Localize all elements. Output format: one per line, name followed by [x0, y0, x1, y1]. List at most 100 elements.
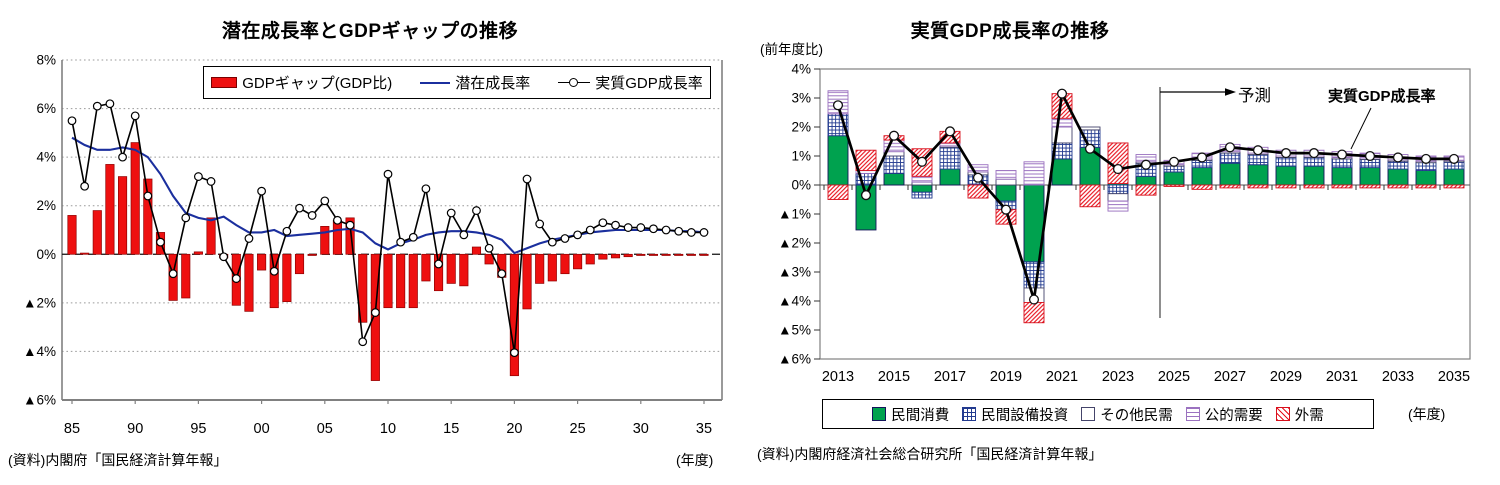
real-gdp-total-marker [1224, 142, 1236, 153]
gdp-gap-bar [408, 253, 418, 309]
real-gdp-marker [333, 215, 342, 225]
gdp-gap-bar [383, 253, 393, 309]
real-gdp-total-marker [1056, 88, 1068, 99]
gdp-gap-bar [67, 215, 77, 255]
gdp-gap-bar [623, 253, 633, 258]
left-chart-title: 潜在成長率とGDPギャップの推移 [221, 21, 519, 42]
real-gdp-total-marker [1028, 294, 1040, 305]
stack-segment [1107, 193, 1129, 202]
left-x-tick-label: 30 [633, 421, 649, 437]
stack-segment [1275, 184, 1297, 189]
stack-segment [1443, 168, 1465, 186]
real-gdp-marker [143, 191, 153, 201]
real-gdp-marker [611, 220, 620, 230]
stack-segment [1163, 184, 1185, 187]
real-gdp-marker [522, 174, 532, 184]
real-gdp-marker [446, 208, 456, 218]
real-gdp-total-marker [1084, 143, 1096, 154]
left-y-tick-label: 6% [36, 101, 56, 116]
real-gdp-line-annotation-label: 実質GDP成長率 [1328, 88, 1436, 105]
left-chart-unit-label: (年度) [676, 452, 714, 468]
gdp-gap-bar [648, 253, 658, 256]
gdp-gap-bar [257, 253, 267, 271]
real-gdp-marker [408, 232, 418, 242]
real-gdp-marker [257, 186, 267, 196]
real-gdp-marker [67, 116, 77, 126]
stack-segment [1331, 184, 1353, 189]
legend-item-external: 外需 [1275, 404, 1324, 425]
stack-segment [1023, 161, 1045, 186]
left-x-tick-label: 95 [190, 421, 206, 437]
real-gdp-marker [383, 169, 393, 179]
gdp-gap-bar [522, 253, 532, 310]
forecast-annotation-label: 予測 [1238, 87, 1271, 105]
stack-segment [827, 135, 849, 186]
real-gdp-marker [244, 234, 254, 243]
real-gdp-total-marker [1364, 150, 1376, 162]
gdp-gap-bar [320, 226, 330, 255]
stack-segment [1275, 156, 1297, 167]
real-gdp-total-marker [916, 156, 928, 167]
gdp-gap-bar [206, 217, 216, 255]
legend-item-other-private: その他民需 [1081, 404, 1173, 425]
right-x-tick-label: 2019 [990, 369, 1022, 385]
right-x-tick-label: 2021 [1046, 369, 1078, 385]
right-axis-note: (前年度比) [760, 42, 823, 57]
real-gdp-total-marker [860, 190, 872, 201]
stack-segment [967, 184, 989, 199]
real-gdp-marker [105, 99, 115, 109]
gdp-gap-bar [269, 253, 279, 309]
gdp-gap-bar-swatch-icon [211, 77, 238, 88]
gdp-gap-bar [560, 253, 570, 275]
stack-segment [1443, 184, 1465, 189]
real-gdp-marker [206, 177, 216, 186]
stack-segment [1107, 200, 1129, 212]
real-gdp-total-marker [1336, 149, 1348, 160]
left-x-tick-label: 15 [443, 421, 459, 437]
left-x-tick-label: 35 [696, 421, 712, 437]
real-gdp-marker [434, 259, 443, 269]
consumption-swatch-icon [872, 407, 887, 421]
real-gdp-marker [92, 101, 102, 111]
left-chart-plot: 8% 6% 4% 2% 0% ▲2% ▲4% ▲6% 85 90 95 00 05 10 15 20 25 30 3… [23, 53, 723, 437]
stack-segment [855, 149, 877, 171]
gdp-gap-bar [282, 253, 292, 302]
stack-segment [1275, 165, 1297, 186]
real-gdp-total-marker [832, 100, 844, 111]
stack-segment [1163, 171, 1185, 186]
gdp-gap-bar [484, 253, 494, 265]
right-x-tick-label: 2033 [1382, 369, 1414, 385]
stack-segment [911, 175, 933, 183]
real-gdp-marker [282, 226, 292, 236]
gdp-gap-bar [370, 253, 380, 381]
right-y-tick-label: 4% [791, 62, 811, 77]
gdp-gap-bar [143, 178, 153, 255]
real-gdp-total-marker [1252, 145, 1264, 156]
potential-line-swatch-icon [420, 81, 451, 84]
real-gdp-total-marker [1420, 153, 1432, 164]
gdp-gap-bar [573, 253, 583, 270]
real-gdp-marker [320, 196, 330, 206]
gdp-gap-bar [92, 210, 102, 255]
stack-segment [883, 155, 905, 174]
real-gdp-total-marker [1308, 148, 1320, 159]
stack-segment [1359, 184, 1381, 189]
stack-segment [967, 164, 989, 173]
gdp-gap-bar [434, 253, 444, 292]
real-gdp-marker [636, 223, 646, 232]
other-private-swatch-icon [1081, 407, 1096, 421]
stack-segment [1387, 168, 1409, 186]
gdp-gap-bar [307, 253, 317, 256]
real-gdp-marker [396, 237, 406, 247]
real-gdp-marker [193, 172, 203, 181]
right-y-tick-label: ▲3% [778, 265, 811, 280]
left-x-tick-label: 05 [317, 421, 333, 437]
right-chart-source: (資料)内閣府経済社会総合研究所「国民経済計算年報」 [757, 446, 1103, 462]
stack-segment [1051, 117, 1073, 128]
stack-segment [1135, 184, 1157, 196]
gdp-gap-bar [80, 252, 90, 255]
real-gdp-marker [547, 237, 557, 247]
marker-circle-icon [569, 77, 579, 87]
real-gdp-marker [472, 206, 481, 215]
